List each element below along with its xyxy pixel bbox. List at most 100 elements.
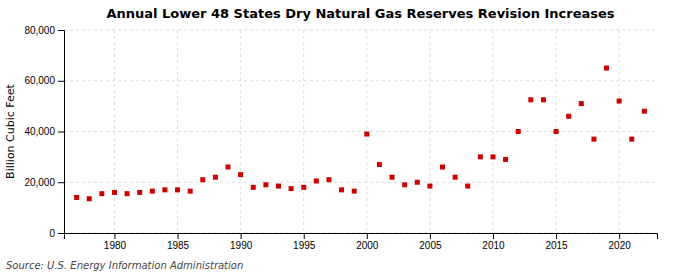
chart: 1980 1985 1990 1995 2000 2005 2010 2015 2020 0 20,…	[0, 0, 675, 275]
grid-line	[303, 30, 304, 233]
tick-label: 2015	[545, 240, 568, 251]
y-axis-title: Billion Cubic Feet	[4, 83, 17, 178]
tick-mark	[58, 81, 64, 82]
plot-area: 1980 1985 1990 1995 2000 2005 2010 2015 2020 0 20,…	[24, 25, 657, 251]
point	[478, 154, 483, 159]
grid-line	[64, 182, 657, 183]
points	[74, 66, 647, 202]
grid-line	[619, 30, 620, 233]
tick-label: 2020	[609, 240, 632, 251]
tick: 2010	[482, 233, 505, 251]
tick-mark	[430, 233, 431, 239]
point	[642, 109, 647, 114]
tick: 1985	[167, 233, 190, 251]
point	[99, 191, 104, 196]
tick: 2005	[419, 233, 442, 251]
tick-label: 1980	[104, 240, 127, 251]
tick: 2015	[545, 233, 568, 251]
point	[629, 137, 634, 142]
point	[74, 195, 79, 200]
point	[617, 99, 622, 104]
point	[150, 189, 155, 194]
tick-label: 2010	[482, 240, 505, 251]
x-axis: 1980 1985 1990 1995 2000 2005 2010 2015 2020	[65, 233, 658, 251]
tick: 80,000	[24, 25, 64, 36]
axis-line	[58, 31, 65, 234]
point	[415, 180, 420, 185]
tick-label: 1985	[167, 240, 190, 251]
point	[554, 129, 559, 134]
point	[440, 165, 445, 170]
tick: 2020	[609, 233, 632, 251]
grid-line	[64, 80, 657, 81]
point	[200, 177, 205, 182]
grid	[64, 30, 657, 233]
grid-line	[366, 30, 367, 233]
point	[591, 137, 596, 142]
point	[528, 97, 533, 102]
point	[226, 165, 231, 170]
point	[213, 175, 218, 180]
tick: 1995	[293, 233, 316, 251]
tick: 1980	[104, 233, 127, 251]
tick-label: 1995	[293, 240, 316, 251]
tick-mark	[493, 233, 494, 239]
point	[427, 184, 432, 189]
point	[314, 178, 319, 183]
tick-label: 2005	[419, 240, 442, 251]
tick-mark	[114, 233, 115, 239]
tick-label: 20,000	[24, 177, 55, 188]
point	[503, 157, 508, 162]
grid-line	[114, 30, 115, 233]
tick-mark	[556, 233, 557, 239]
tick: 20,000	[24, 177, 64, 188]
tick: 0	[49, 228, 64, 239]
axis-line	[65, 234, 658, 240]
point	[112, 190, 117, 195]
point	[541, 97, 546, 102]
point	[516, 129, 521, 134]
tick-label: 40,000	[24, 126, 55, 137]
point	[566, 114, 571, 119]
point	[490, 154, 495, 159]
point	[137, 190, 142, 195]
point	[364, 132, 369, 137]
point	[339, 187, 344, 192]
tick: 60,000	[24, 75, 64, 86]
tick-label: 2000	[356, 240, 379, 251]
tick: 1990	[230, 233, 253, 251]
point	[390, 175, 395, 180]
tick-mark	[367, 233, 368, 239]
grid-line	[429, 30, 430, 233]
tick-label: 1990	[230, 240, 253, 251]
tick-label: 80,000	[24, 25, 55, 36]
tick-label: 60,000	[24, 75, 55, 86]
tick-mark	[304, 233, 305, 239]
point	[87, 196, 92, 201]
tick-mark	[58, 30, 64, 31]
point	[251, 185, 256, 190]
tick-mark	[178, 233, 179, 239]
tick: 2000	[356, 233, 379, 251]
tick: 40,000	[24, 126, 64, 137]
tick-label: 0	[49, 228, 55, 239]
point	[604, 66, 609, 71]
point	[465, 184, 470, 189]
annotation: Source: U.S. Energy Information Administ…	[6, 260, 243, 271]
point	[276, 184, 281, 189]
tick-mark	[58, 182, 64, 183]
point	[162, 187, 167, 192]
point	[238, 172, 243, 177]
grid-line	[177, 30, 178, 233]
point	[402, 182, 407, 187]
grid-line	[64, 131, 657, 132]
tick-mark	[58, 132, 64, 133]
point	[326, 177, 331, 182]
point	[125, 191, 130, 196]
point	[301, 185, 306, 190]
tick-mark	[58, 233, 64, 234]
y-axis: 0 20,000 40,000 60,000 80,000	[24, 25, 64, 239]
tick-mark	[619, 233, 620, 239]
grid-line	[64, 30, 657, 31]
point	[377, 162, 382, 167]
